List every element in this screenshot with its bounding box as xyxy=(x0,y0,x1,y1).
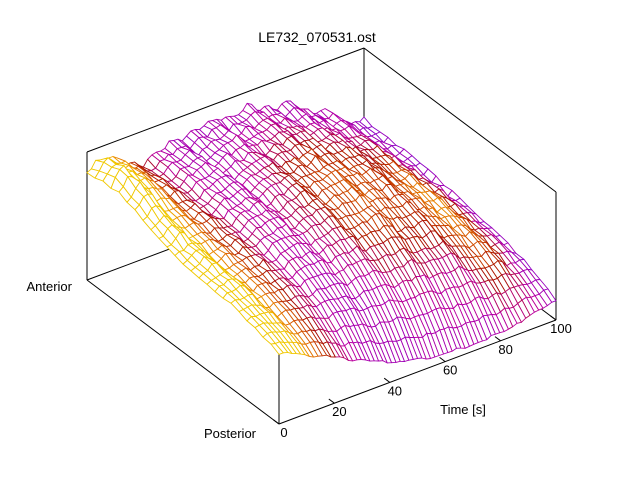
time-axis-tick-labels: 0 20 40 60 80 100 xyxy=(280,321,571,440)
time-axis-label: Time [s] xyxy=(440,402,486,417)
time-tick-label: 80 xyxy=(498,342,512,357)
time-tick-label: 0 xyxy=(280,425,287,440)
time-tick-label: 40 xyxy=(388,383,402,398)
anterior-axis-label: Anterior xyxy=(26,279,72,294)
time-tick-label: 100 xyxy=(550,321,572,336)
time-tick-label: 60 xyxy=(443,363,457,378)
time-tick-label: 20 xyxy=(332,404,346,419)
axes-box-front-edges xyxy=(86,47,557,425)
posterior-axis-label: Posterior xyxy=(204,426,257,441)
plot-title: LE732_070531.ost xyxy=(258,29,376,45)
surface-mesh xyxy=(86,100,557,364)
